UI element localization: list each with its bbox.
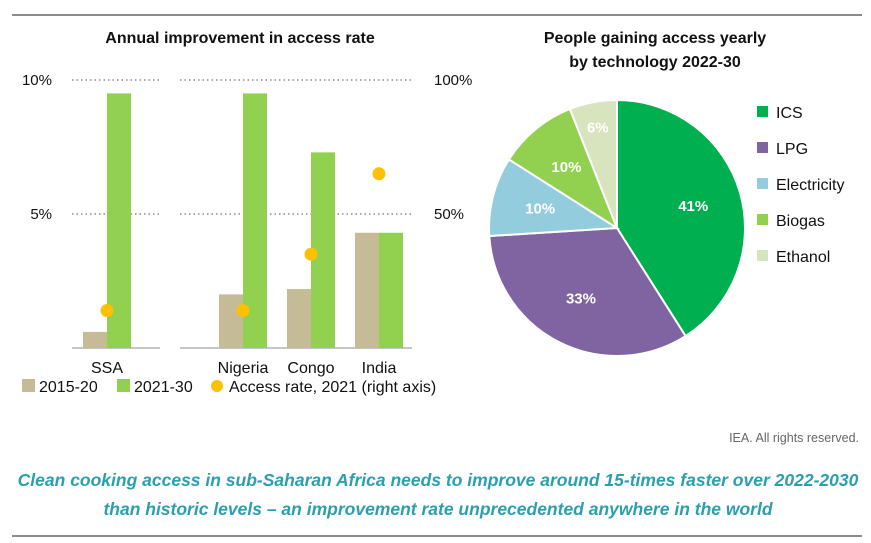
y-right-tick-label: 100% <box>434 72 472 89</box>
legend-label-ethanol: Ethanol <box>776 249 830 266</box>
legend-label-ics: ICS <box>776 105 803 122</box>
legend-label-access-rate: Access rate, 2021 (right axis) <box>229 379 436 396</box>
pie-chart-title-line-2: by technology 2022-30 <box>569 54 741 71</box>
pie-slice-ethanol <box>568 98 618 229</box>
bar-chart: 5% 10% 50% 100% SSA Nigeria Congo India <box>22 72 472 377</box>
pie-slice-lpg <box>488 226 687 357</box>
legend-swatch-electricity <box>757 178 768 189</box>
legend-label-lpg: LPG <box>776 141 808 158</box>
access-rate-dot <box>236 303 250 317</box>
bar-2015-20 <box>83 331 107 348</box>
legend-label-biogas: Biogas <box>776 213 825 230</box>
pie-slice-label: 41% <box>678 198 708 215</box>
figure-caption: Clean cooking access in sub-Saharan Afri… <box>17 470 859 519</box>
top-rule <box>12 14 862 16</box>
legend-swatch-ics <box>757 106 768 117</box>
bar-2021-30 <box>379 232 403 348</box>
pie-slice-label: 33% <box>566 291 596 308</box>
x-category-label: Congo <box>287 360 334 377</box>
access-rate-dot <box>372 167 386 181</box>
access-rate-dot <box>100 303 114 317</box>
access-rate-dot <box>304 247 318 261</box>
legend-label-2015-20: 2015-20 <box>39 379 98 396</box>
legend-label-2021-30: 2021-30 <box>134 379 193 396</box>
legend-swatch-lpg <box>757 142 768 153</box>
x-category-label: India <box>362 360 397 377</box>
legend-swatch-biogas <box>757 214 768 225</box>
pie-slice-biogas <box>507 107 620 231</box>
pie-legend: ICS LPG Electricity Biogas Ethanol <box>757 105 844 266</box>
bottom-rule <box>12 535 862 537</box>
legend-swatch-access-rate <box>211 380 223 392</box>
pie-chart: 41% 33% 10% 10% 6% <box>488 98 746 357</box>
bar-2015-20 <box>287 289 311 348</box>
legend-swatch-2015-20 <box>22 379 35 392</box>
y-right-tick-label: 50% <box>434 206 464 223</box>
bar-2015-20 <box>355 232 379 348</box>
legend-label-electricity: Electricity <box>776 177 844 194</box>
y-left-tick-label: 10% <box>22 72 52 89</box>
pie-slice-label: 10% <box>551 159 581 176</box>
x-category-label: Nigeria <box>218 360 269 377</box>
x-category-label: SSA <box>91 360 123 377</box>
legend-swatch-ethanol <box>757 250 768 261</box>
y-left-tick-label: 5% <box>30 206 52 223</box>
pie-slice-label: 6% <box>587 119 609 136</box>
bar-2015-20 <box>219 294 243 348</box>
copyright-credit: IEA. All rights reserved. <box>729 431 859 445</box>
legend-swatch-2021-30 <box>117 379 130 392</box>
pie-slice-label: 10% <box>525 200 555 217</box>
bar-legend: 2015-20 2021-30 Access rate, 2021 (right a… <box>22 379 436 396</box>
pie-chart-title-line-1: People gaining access yearly <box>544 30 766 47</box>
bar-chart-title: Annual improvement in access rate <box>105 30 375 47</box>
pie-slice-electricity <box>488 158 621 238</box>
charts: Annual improvement in access rate 5%10%5… <box>22 30 844 396</box>
